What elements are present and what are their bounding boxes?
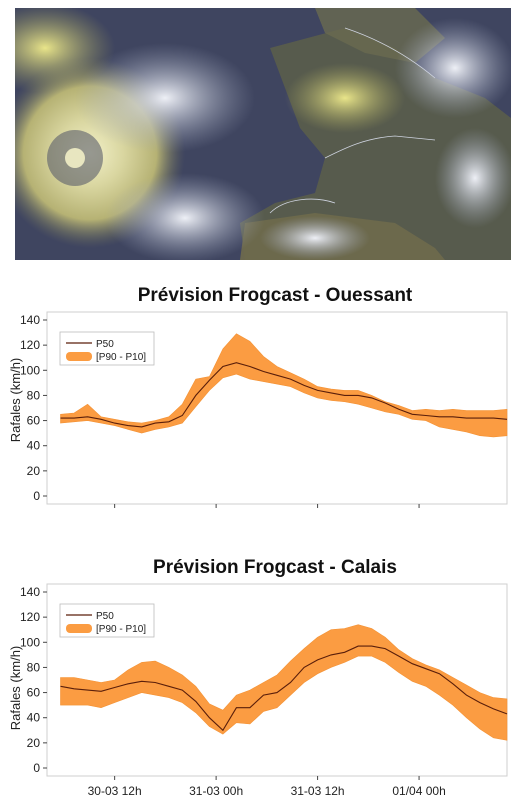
x-tick-label: 31-03 00h (189, 512, 243, 514)
y-axis-label: Rafales (km/h) (8, 646, 23, 731)
x-tick-label: 31-03 12h (291, 784, 345, 798)
x-tick-label: 31-03 00h (189, 784, 243, 798)
y-tick-label: 140 (20, 585, 40, 599)
legend-band-label: [P90 - P10] (96, 624, 146, 635)
chart-title: Prévision Frogcast - Calais (153, 557, 397, 578)
p90-p10-band (60, 624, 508, 741)
y-tick-label: 0 (33, 761, 40, 775)
p50-line (60, 362, 508, 428)
plot-frame (46, 311, 508, 505)
chart-calais: Prévision Frogcast - Calais Rafales (km/… (8, 557, 508, 798)
y-tick-label: 120 (20, 338, 40, 352)
legend-band-label: [P90 - P10] (96, 352, 146, 363)
legend-band-swatch (66, 352, 92, 361)
chart-title: Prévision Frogcast - Ouessant (138, 285, 413, 306)
satellite-image (15, 8, 511, 260)
p50-line (60, 645, 508, 732)
y-tick-label: 20 (27, 464, 41, 478)
y-tick-label: 40 (27, 711, 41, 725)
legend-p50-label: P50 (96, 611, 114, 622)
y-tick-label: 80 (27, 660, 41, 674)
p90-p10-band (60, 333, 508, 438)
x-tick-label: 01/04 00h (392, 784, 445, 798)
y-tick-label: 40 (27, 439, 41, 453)
plot-frame (46, 583, 508, 777)
x-tick-label: 30-03 12h (88, 784, 142, 798)
x-tick-label: 30-03 12h (88, 512, 142, 514)
y-tick-label: 60 (27, 414, 41, 428)
x-tick-label: 01/04 00h (392, 512, 445, 514)
y-tick-label: 60 (27, 686, 41, 700)
y-tick-label: 100 (20, 363, 40, 377)
y-tick-label: 120 (20, 610, 40, 624)
y-tick-label: 100 (20, 635, 40, 649)
legend-p50-label: P50 (96, 339, 114, 350)
legend-band-swatch (66, 624, 92, 633)
y-tick-label: 20 (27, 736, 41, 750)
y-tick-label: 140 (20, 313, 40, 327)
legend: P50 [P90 - P10] (59, 603, 155, 638)
y-axis-label: Rafales (km/h) (8, 358, 23, 443)
y-tick-label: 80 (27, 388, 41, 402)
legend: P50 [P90 - P10] (59, 331, 155, 366)
y-tick-label: 0 (33, 489, 40, 503)
chart-ouessant: Prévision Frogcast - Ouessant Rafales (k… (8, 285, 508, 514)
x-tick-label: 31-03 12h (291, 512, 345, 514)
